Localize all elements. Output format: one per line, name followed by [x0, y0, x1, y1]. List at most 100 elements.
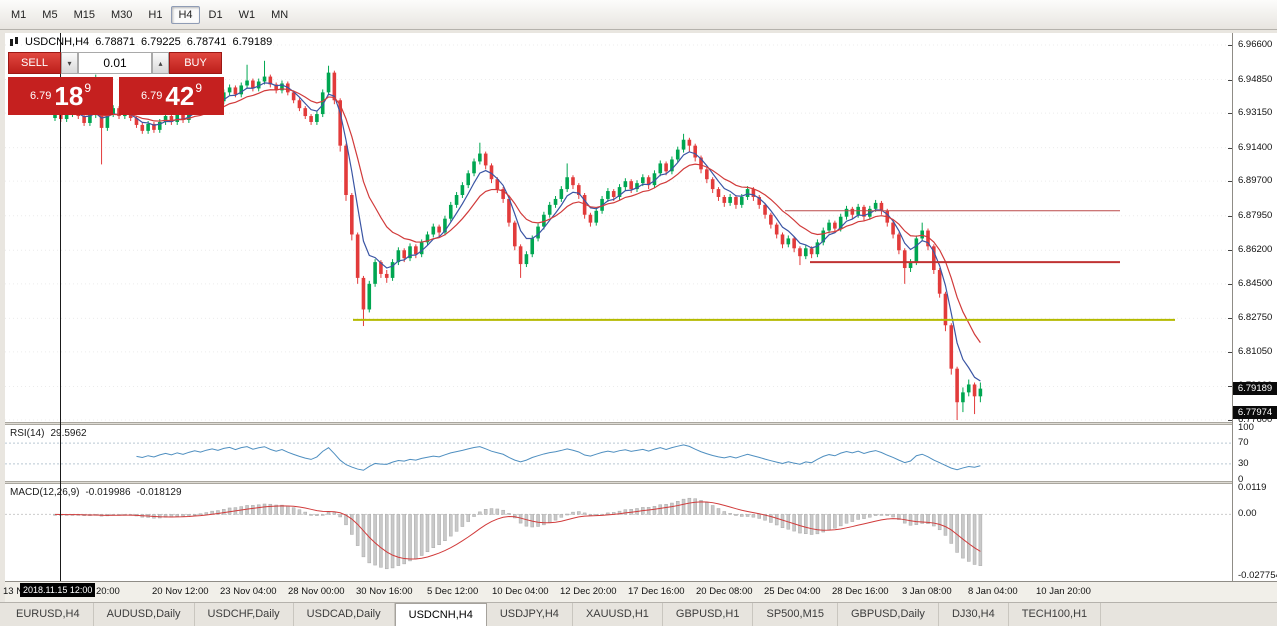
- rsi-indicator-chart[interactable]: [5, 425, 1232, 481]
- macd-axis-label: 0.0119: [1238, 482, 1267, 494]
- chart-high-value: 6.79225: [140, 36, 181, 48]
- timeframe-toolbar: M1 M5 M15 M30 H1 H4 D1 W1 MN: [0, 0, 1277, 30]
- time-axis-crosshair-label: 2018.11.15 12:00: [20, 583, 96, 597]
- panel-splitter[interactable]: [5, 481, 1277, 484]
- price-axis-label: 6.96600: [1238, 39, 1273, 50]
- price-axis-label: 6.93150: [1238, 107, 1273, 119]
- timeframe-button-w1[interactable]: W1: [238, 8, 256, 21]
- volume-increase-button[interactable]: ▴: [152, 52, 169, 74]
- price-axis-tick: [1228, 45, 1232, 46]
- timeframe-button-m30[interactable]: M30: [110, 8, 133, 21]
- price-axis-tick: [1228, 79, 1232, 81]
- price-axis-tick: [1228, 420, 1232, 421]
- time-axis-label: 20 Dec 08:00: [696, 586, 753, 597]
- rsi-axis-label: 30: [1238, 457, 1249, 469]
- rsi-axis-label: 0: [1238, 473, 1244, 485]
- price-axis-tick: [1228, 386, 1232, 388]
- sell-button[interactable]: SELL: [8, 52, 61, 74]
- macd-signal-value: -0.018129: [136, 487, 182, 498]
- price-axis[interactable]: [1232, 33, 1277, 581]
- bid-pips: 18: [54, 81, 84, 111]
- price-axis-label: 6.84500: [1238, 277, 1273, 289]
- buy-button[interactable]: BUY: [169, 52, 222, 74]
- timeframe-button-h1[interactable]: H1: [148, 8, 163, 21]
- chart-ohlc-header: USDCNH,H4 6.78871 6.79225 6.78741 6.7918…: [10, 36, 272, 48]
- tab-audusd-daily[interactable]: AUDUSD,Daily: [94, 603, 195, 626]
- ask-pipette: 9: [195, 81, 203, 95]
- price-axis-tick: [1228, 283, 1232, 285]
- tab-gbpusd-h1[interactable]: GBPUSD,H1: [663, 603, 754, 626]
- price-axis-label: 6.77600: [1238, 414, 1273, 425]
- time-axis-label: 20 Nov 12:00: [152, 586, 209, 597]
- tab-tech100-h1[interactable]: TECH100,H1: [1009, 603, 1102, 626]
- timeframe-button-m15[interactable]: M15: [73, 8, 95, 21]
- price-axis-label: 6.87950: [1238, 209, 1273, 221]
- time-axis-label: 25 Dec 04:00: [764, 586, 821, 597]
- time-axis-label: 10 Dec 04:00: [492, 586, 549, 597]
- time-axis-label: 20:00: [96, 586, 120, 597]
- time-axis-label: 30 Nov 16:00: [356, 586, 413, 597]
- price-axis-label: 6.89700: [1238, 175, 1273, 187]
- time-axis-label: 17 Dec 16:00: [628, 586, 685, 597]
- price-axis-label: 6.94850: [1238, 73, 1273, 85]
- rsi-axis-label: 100: [1238, 421, 1254, 433]
- time-axis-label: 28 Nov 00:00: [288, 586, 345, 597]
- chart-low-value: 6.78741: [186, 36, 227, 48]
- tab-xauusd-h1[interactable]: XAUUSD,H1: [573, 603, 663, 626]
- price-axis-tick: [1228, 147, 1232, 149]
- tab-usdcnh-h4[interactable]: USDCNH,H4: [394, 603, 487, 626]
- volume-decrease-button[interactable]: ▾: [61, 52, 78, 74]
- one-click-trading-panel: SELL ▾ 0.01 ▴ BUY 6.79 18 9 6.79 42 9: [8, 52, 228, 115]
- volume-input[interactable]: 0.01: [78, 52, 152, 74]
- price-axis-tick: [1228, 250, 1232, 252]
- time-axis-label: 10 Jan 20:00: [1036, 586, 1091, 597]
- current-price-badge: 6.79189: [1233, 382, 1277, 396]
- chart-tabs-bar: EURUSD,H4 AUDUSD,Daily USDCHF,Daily USDCAD,…: [0, 602, 1277, 626]
- sell-price-box[interactable]: 6.79 18 9: [8, 77, 113, 115]
- panel-splitter[interactable]: [5, 422, 1277, 425]
- chevron-down-icon: ▾: [67, 58, 72, 68]
- time-axis-label: 28 Dec 16:00: [832, 586, 889, 597]
- chart-open-value: 6.78871: [95, 36, 135, 48]
- macd-value: -0.019986: [85, 487, 131, 498]
- price-axis-label: 6.81050: [1238, 345, 1273, 357]
- timeframe-button-m1[interactable]: M1: [11, 8, 27, 21]
- timeframe-button-m5[interactable]: M5: [42, 8, 58, 21]
- macd-axis-label: -0.027754: [1238, 569, 1277, 581]
- bid-pipette: 9: [84, 81, 92, 95]
- rsi-axis-label: 70: [1238, 437, 1249, 449]
- chart-close-value: 6.79189: [232, 36, 273, 48]
- chart-symbol-period: USDCNH,H4: [25, 36, 90, 48]
- macd-indicator-chart[interactable]: [5, 484, 1232, 581]
- price-axis-label: 6.91400: [1238, 141, 1273, 153]
- time-axis-label: 12 Dec 20:00: [560, 586, 617, 597]
- rsi-value: 29.5962: [50, 428, 87, 439]
- ask-pips: 42: [165, 81, 195, 111]
- time-axis-label: 23 Nov 04:00: [220, 586, 277, 597]
- time-axis-label: 3 Jan 08:00: [902, 586, 952, 597]
- tab-usdcad-daily[interactable]: USDCAD,Daily: [294, 603, 395, 626]
- time-axis[interactable]: [5, 581, 1277, 602]
- macd-label: MACD(12,26,9): [10, 487, 80, 498]
- timeframe-button-mn[interactable]: MN: [271, 8, 289, 21]
- buy-price-box[interactable]: 6.79 42 9: [119, 77, 224, 115]
- tab-dj30-h4[interactable]: DJ30,H4: [939, 603, 1009, 626]
- tab-eurusd-h4[interactable]: EURUSD,H4: [3, 603, 94, 626]
- macd-header: MACD(12,26,9) -0.019986 -0.018129: [10, 487, 182, 498]
- macd-axis-label: 0.00: [1238, 508, 1257, 520]
- tab-usdchf-daily[interactable]: USDCHF,Daily: [195, 603, 294, 626]
- rsi-header: RSI(14) 29.5962: [10, 428, 87, 439]
- price-axis-tick: [1228, 318, 1232, 320]
- candlestick-icon: [10, 36, 18, 46]
- price-axis-label: 6.82750: [1238, 312, 1273, 324]
- tab-gbpusd-daily[interactable]: GBPUSD,Daily: [838, 603, 939, 626]
- tab-usdjpy-h4[interactable]: USDJPY,H4: [487, 603, 573, 626]
- bid-big-figure: 6.79: [29, 90, 52, 102]
- timeframe-button-h4[interactable]: H4: [171, 5, 200, 24]
- time-axis-label: 13 N: [3, 586, 24, 597]
- price-axis-tick: [1228, 351, 1232, 353]
- timeframe-button-d1[interactable]: D1: [208, 8, 223, 21]
- time-axis-label: 8 Jan 04:00: [968, 586, 1018, 597]
- price-axis-tick: [1228, 181, 1232, 183]
- tab-sp500-m15[interactable]: SP500,M15: [753, 603, 838, 626]
